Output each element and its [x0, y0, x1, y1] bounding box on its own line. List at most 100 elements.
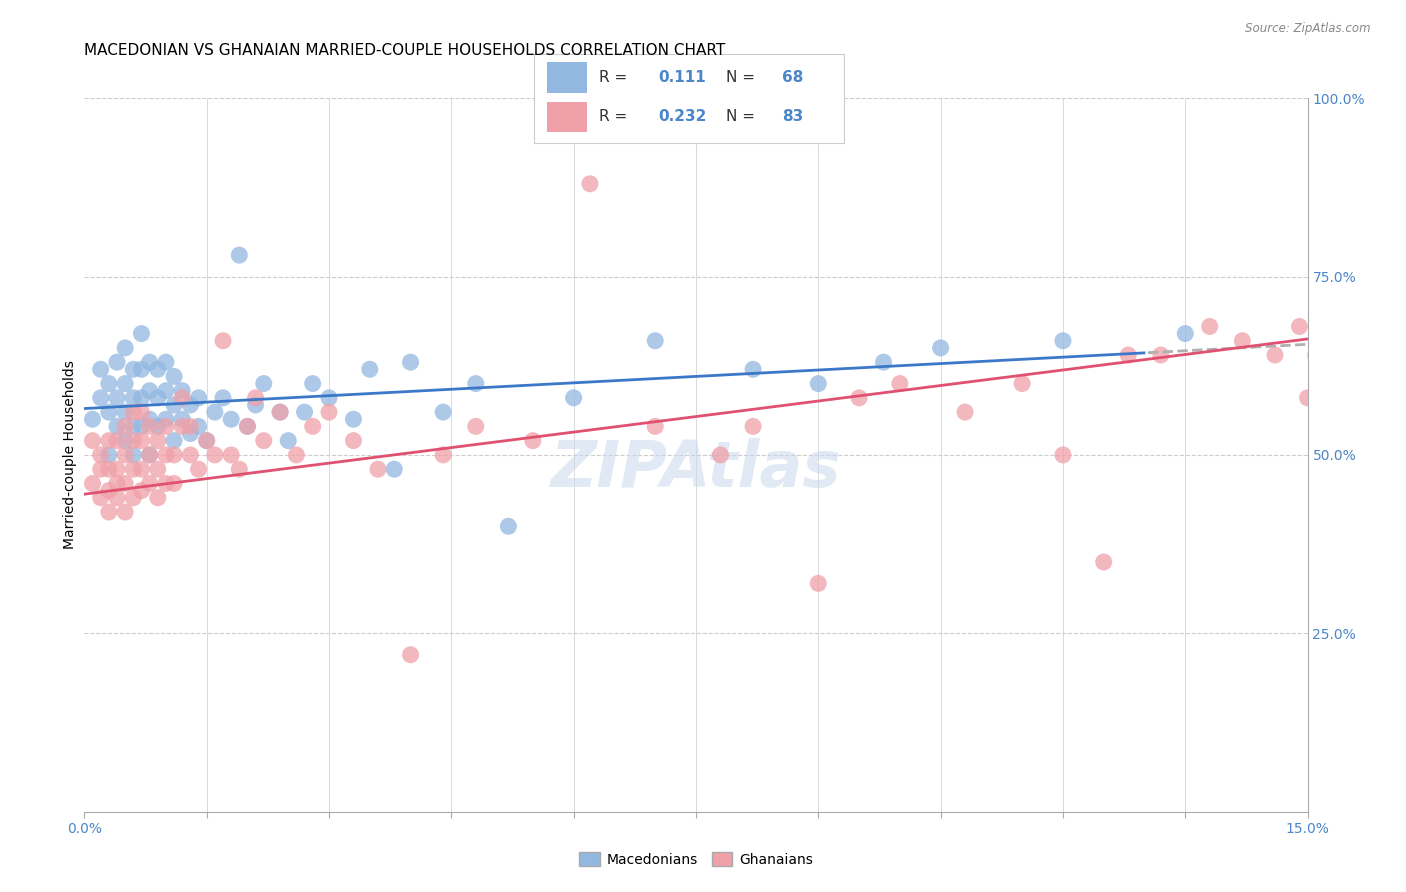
Point — [195, 434, 218, 448]
Text: R =: R = — [599, 70, 633, 85]
Point — [522, 434, 544, 448]
Point — [138, 419, 160, 434]
Point — [1092, 555, 1115, 569]
Point — [187, 391, 209, 405]
Point — [179, 398, 201, 412]
Point — [929, 341, 952, 355]
Point — [1264, 348, 1286, 362]
Point — [294, 405, 316, 419]
Point — [318, 391, 340, 405]
Point — [367, 462, 389, 476]
Point — [146, 462, 169, 476]
Point — [163, 434, 186, 448]
Point — [146, 391, 169, 405]
Point — [1174, 326, 1197, 341]
Point — [464, 419, 486, 434]
Text: R =: R = — [599, 110, 633, 124]
Point — [236, 419, 259, 434]
Point — [644, 334, 666, 348]
Point — [172, 412, 194, 426]
Point — [228, 248, 250, 262]
Point — [1150, 348, 1173, 362]
Point — [105, 355, 128, 369]
Point — [131, 434, 153, 448]
Point — [359, 362, 381, 376]
Point — [285, 448, 308, 462]
Point — [432, 405, 454, 419]
Point — [1346, 319, 1368, 334]
Text: N =: N = — [725, 110, 759, 124]
Point — [1337, 348, 1360, 362]
Text: Source: ZipAtlas.com: Source: ZipAtlas.com — [1246, 22, 1371, 36]
Point — [1313, 362, 1336, 376]
Point — [155, 476, 177, 491]
Point — [953, 405, 976, 419]
Point — [82, 412, 104, 426]
Point — [163, 398, 186, 412]
Point — [105, 391, 128, 405]
Point — [114, 448, 136, 462]
Point — [236, 419, 259, 434]
Point — [245, 391, 267, 405]
Point — [212, 391, 235, 405]
Point — [382, 462, 405, 476]
Point — [301, 419, 323, 434]
Point — [105, 491, 128, 505]
Text: 0.232: 0.232 — [658, 110, 706, 124]
Text: ZIPAtlas: ZIPAtlas — [551, 438, 841, 500]
Text: 68: 68 — [782, 70, 803, 85]
Point — [90, 462, 112, 476]
Point — [155, 448, 177, 462]
Point — [187, 462, 209, 476]
Point — [644, 419, 666, 434]
Point — [1011, 376, 1033, 391]
Point — [1052, 448, 1074, 462]
Point — [1116, 348, 1139, 362]
Point — [114, 419, 136, 434]
Point — [105, 434, 128, 448]
Point — [122, 448, 145, 462]
Point — [709, 448, 731, 462]
Point — [163, 448, 186, 462]
Point — [464, 376, 486, 391]
Point — [155, 355, 177, 369]
Point — [219, 448, 242, 462]
Point — [872, 355, 894, 369]
Point — [146, 434, 169, 448]
Text: 83: 83 — [782, 110, 803, 124]
Point — [172, 419, 194, 434]
Point — [172, 391, 194, 405]
Point — [155, 419, 177, 434]
Point — [90, 448, 112, 462]
Point — [1305, 348, 1327, 362]
Point — [318, 405, 340, 419]
Point — [1329, 334, 1351, 348]
Point — [90, 491, 112, 505]
Point — [1288, 319, 1310, 334]
Point — [807, 376, 830, 391]
Point — [204, 448, 226, 462]
Point — [114, 376, 136, 391]
Point — [138, 412, 160, 426]
Point — [889, 376, 911, 391]
Point — [269, 405, 291, 419]
Point — [105, 419, 128, 434]
Point — [131, 462, 153, 476]
Point — [97, 462, 120, 476]
Text: MACEDONIAN VS GHANAIAN MARRIED-COUPLE HOUSEHOLDS CORRELATION CHART: MACEDONIAN VS GHANAIAN MARRIED-COUPLE HO… — [84, 43, 725, 58]
Point — [138, 448, 160, 462]
Point — [155, 384, 177, 398]
Point — [269, 405, 291, 419]
Point — [97, 448, 120, 462]
Point — [277, 434, 299, 448]
Point — [122, 491, 145, 505]
Point — [179, 448, 201, 462]
Point — [82, 476, 104, 491]
FancyBboxPatch shape — [547, 102, 586, 132]
Point — [228, 462, 250, 476]
Point — [179, 419, 201, 434]
Point — [146, 419, 169, 434]
Y-axis label: Married-couple Households: Married-couple Households — [63, 360, 77, 549]
Point — [848, 391, 870, 405]
Point — [807, 576, 830, 591]
